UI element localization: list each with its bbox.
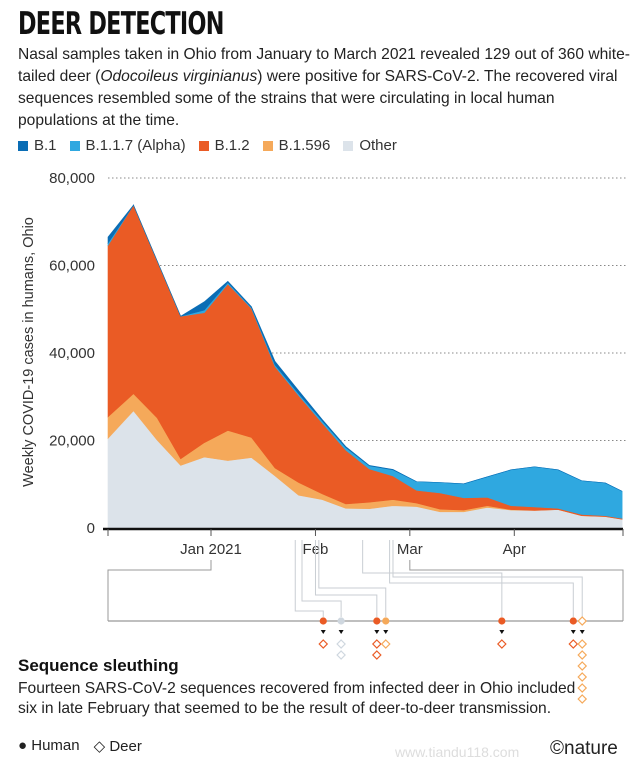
connector-line (362, 540, 503, 617)
x-tick-label: Mar (397, 541, 423, 558)
y-tick-label: 40,000 (49, 345, 95, 362)
subtitle-text: Nasal samples taken in Ohio from January… (18, 46, 630, 85)
connector-line (318, 540, 387, 617)
connector-line (301, 540, 342, 617)
x-tick-label: Apr (503, 541, 526, 558)
symbol-key: ● Human ◇ Deer (18, 737, 142, 755)
section-text: Fourteen SARS-CoV-2 sequences recovered … (18, 680, 576, 717)
y-tick-label: 0 (87, 520, 95, 537)
y-tick-label: 60,000 (49, 258, 95, 275)
deer-sequence-diamond (577, 650, 588, 660)
deer-sequence-diamond (577, 639, 588, 649)
arrow-down-icon (570, 630, 576, 634)
y-tick-label: 80,000 (49, 170, 95, 187)
deer-sequence-diamond (577, 616, 588, 626)
key-human: ● Human (18, 737, 80, 755)
deer-diamond-icon: ◇ (93, 738, 106, 755)
watermark: www.tiandu118.com (395, 744, 520, 760)
legend-swatch (18, 140, 28, 151)
deer-sequence-diamond (577, 694, 588, 704)
legend-label: B.1.2 (214, 137, 250, 154)
legend-item-b1596: B.1.596 (262, 137, 331, 154)
range-bracket-right (409, 560, 624, 621)
connector-line (392, 540, 583, 617)
deer-sequence-diamond (371, 650, 382, 660)
human-sequence-dot (373, 617, 381, 625)
connector-line (389, 540, 574, 617)
legend-label: B.1.1.7 (Alpha) (85, 137, 186, 154)
area-b-1 (107, 204, 623, 492)
subtitle-text-end: ) were positive for SARS-CoV-2. The reco… (18, 68, 618, 129)
chart-subtitle: Nasal samples taken in Ohio from January… (18, 44, 633, 132)
human-sequence-dot (498, 617, 506, 625)
human-sequence-dot (569, 617, 577, 625)
arrow-down-icon (374, 630, 380, 634)
deer-sequence-diamond (336, 639, 346, 649)
legend: B.1 B.1.1.7 (Alpha) B.1.2 B.1.596 Other (18, 137, 397, 154)
deer-sequence-diamond (318, 639, 329, 649)
deer-sequence-diamond (577, 683, 588, 693)
nature-logo: ©nature (550, 738, 618, 759)
legend-swatch (262, 140, 273, 151)
key-deer-label: Deer (109, 738, 142, 755)
legend-swatch (69, 140, 80, 151)
human-dot-icon: ● (18, 737, 28, 754)
human-sequence-dot (382, 617, 390, 625)
arrow-down-icon (579, 630, 585, 634)
legend-item-alpha: B.1.1.7 (Alpha) (69, 137, 186, 154)
chart-title: DEER DETECTION (18, 6, 224, 42)
deer-sequence-diamond (371, 639, 382, 649)
y-axis-label: Weekly COVID-19 cases in humans, Ohio (21, 217, 37, 487)
arrow-down-icon (383, 630, 389, 634)
legend-item-other: Other (343, 137, 397, 154)
human-sequence-dot (319, 617, 327, 625)
subtitle-species: Odocoileus virginianus (100, 68, 258, 85)
key-deer: ◇ Deer (94, 737, 142, 755)
human-sequence-dot (337, 617, 345, 625)
deer-sequence-diamond (380, 639, 391, 649)
connector-line (294, 540, 324, 617)
deer-sequence-diamond (497, 639, 507, 649)
legend-item-b1: B.1 (18, 137, 57, 154)
arrow-down-icon (320, 630, 326, 634)
legend-label: B.1 (34, 137, 57, 154)
section-title: Sequence sleuthing (18, 656, 179, 675)
legend-label: B.1.596 (278, 137, 331, 154)
legend-swatch (343, 140, 354, 151)
deer-sequence-diamond (568, 639, 579, 649)
deer-sequence-diamond (577, 672, 588, 682)
deer-sequence-diamond (577, 661, 588, 671)
deer-sequence-diamond (336, 650, 346, 660)
legend-item-b12: B.1.2 (198, 137, 250, 154)
range-bracket-left (107, 560, 212, 621)
key-human-label: Human (31, 737, 80, 754)
y-tick-label: 20,000 (49, 433, 95, 450)
arrow-down-icon (499, 630, 505, 634)
legend-swatch (198, 140, 209, 151)
x-tick-label: Jan 2021 (180, 541, 242, 558)
legend-label: Other (359, 137, 397, 154)
connector-line (314, 540, 378, 617)
arrow-down-icon (338, 630, 344, 634)
